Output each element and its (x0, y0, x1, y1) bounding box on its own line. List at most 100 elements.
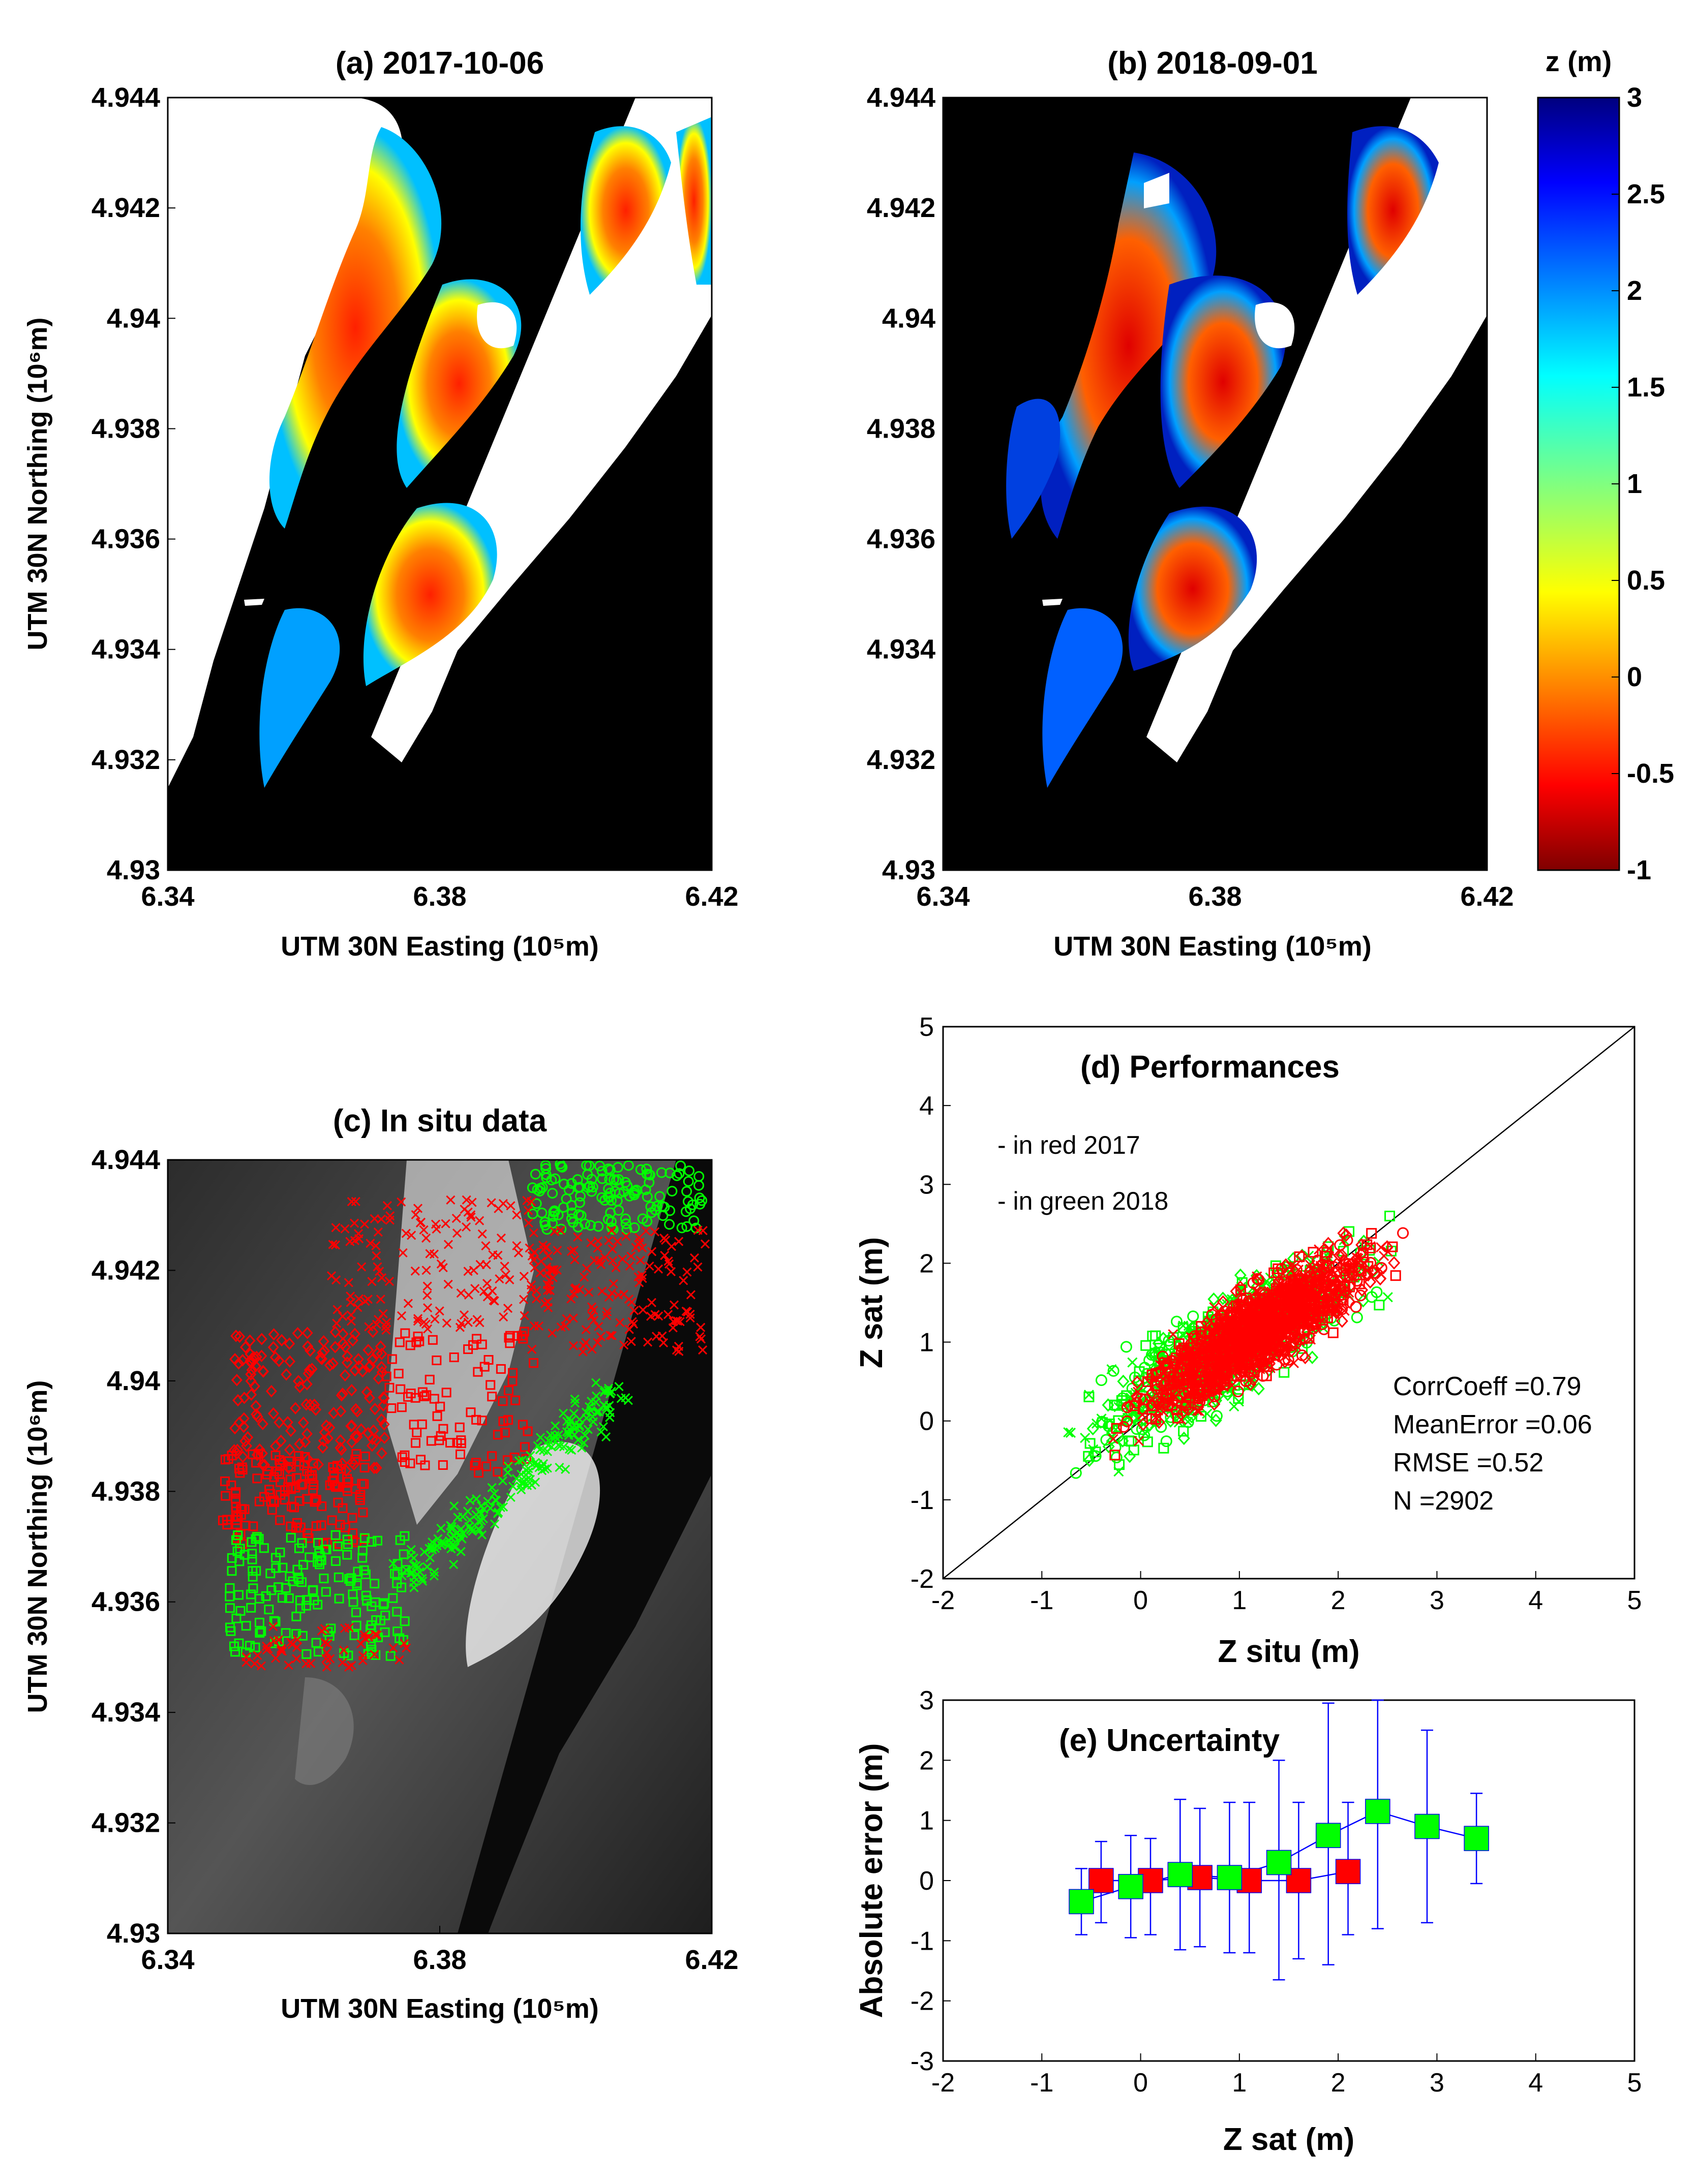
scatter-point-2017 (1329, 1280, 1341, 1291)
insitu-marker-cross (669, 1300, 679, 1310)
insitu-marker-square (225, 1583, 235, 1593)
scatter-point-2017 (1247, 1309, 1259, 1321)
panel-e-ytick-label: 3 (919, 1686, 934, 1715)
insitu-marker-cross (284, 1660, 293, 1670)
scatter-point-2018 (1270, 1260, 1281, 1271)
mean-marker-2018 (1365, 1799, 1390, 1824)
scatter-point-2017 (1330, 1303, 1341, 1313)
insitu-marker-cross (549, 1265, 559, 1275)
insitu-marker-cross (423, 1324, 433, 1334)
panel-a-ylabel: UTM 30N Northing (10⁶m) (22, 318, 53, 651)
insitu-marker-cross (579, 1438, 589, 1448)
insitu-marker-circle (642, 1191, 653, 1203)
scatter-point-2017 (1262, 1296, 1275, 1310)
insitu-marker-square (233, 1590, 244, 1600)
insitu-marker-cross (487, 1483, 497, 1492)
insitu-marker-circle (641, 1163, 652, 1175)
insitu-marker-square (248, 1566, 258, 1576)
scatter-point-2018 (1382, 1292, 1393, 1303)
insitu-marker-cross (477, 1530, 487, 1540)
panel-d-ytick-label: -1 (911, 1486, 934, 1515)
insitu-marker-cross (581, 1338, 591, 1347)
insitu-marker-cross (527, 1480, 536, 1490)
scatter-point-2017 (1261, 1370, 1272, 1381)
insitu-marker-cross (608, 1256, 618, 1266)
insitu-marker-square (477, 1339, 487, 1349)
scatter-point-2017 (1129, 1400, 1140, 1411)
insitu-marker-square (296, 1480, 306, 1490)
scatter-point-2017 (1217, 1340, 1227, 1351)
insitu-marker-diamond (233, 1357, 245, 1370)
insitu-marker-cross (500, 1262, 509, 1271)
insitu-marker-cross (447, 1524, 457, 1534)
insitu-marker-cross (373, 1227, 383, 1237)
scatter-point-2017 (1288, 1324, 1299, 1335)
scatter-point-2017 (1275, 1322, 1288, 1336)
insitu-marker-diamond (275, 1434, 287, 1448)
scatter-point-2017 (1256, 1359, 1268, 1371)
insitu-marker-square (247, 1554, 257, 1564)
panel-b-xtick-label: 6.38 (1188, 881, 1241, 912)
insitu-marker-cross (463, 1267, 473, 1276)
panel-a-xtick-label: 6.38 (413, 881, 466, 912)
insitu-marker-cross (638, 1274, 647, 1283)
insitu-marker-circle (651, 1201, 662, 1212)
insitu-marker-square (386, 1403, 397, 1413)
insitu-marker-square (428, 1335, 438, 1345)
scatter-point-2018 (1233, 1393, 1244, 1404)
insitu-marker-diamond (232, 1394, 244, 1407)
insitu-marker-square (269, 1472, 279, 1482)
insitu-marker-square (308, 1485, 318, 1495)
insitu-marker-cross (422, 1290, 432, 1300)
insitu-marker-cross (517, 1485, 526, 1495)
insitu-marker-cross (414, 1562, 423, 1572)
insitu-marker-cross (462, 1222, 471, 1232)
insitu-marker-square (329, 1472, 339, 1482)
scatter-point-2018 (1209, 1413, 1222, 1427)
panel-e-ytick-label: 2 (919, 1746, 934, 1775)
insitu-marker-circle (681, 1221, 692, 1232)
insitu-marker-cross (474, 1524, 483, 1534)
insitu-marker-square (521, 1454, 531, 1464)
insitu-marker-cross (570, 1398, 580, 1408)
insitu-marker-square (259, 1492, 269, 1502)
insitu-marker-cross (349, 1218, 359, 1228)
scatter-point-2017 (1203, 1375, 1216, 1389)
insitu-marker-square (292, 1564, 302, 1575)
insitu-marker-cross (357, 1262, 367, 1272)
insitu-marker-circle (620, 1177, 631, 1188)
scatter-point-2018 (1083, 1391, 1095, 1402)
insitu-marker-square (518, 1420, 528, 1430)
insitu-marker-cross (475, 1259, 485, 1269)
scatter-point-2017 (1297, 1332, 1310, 1345)
insitu-marker-square (274, 1582, 284, 1592)
insitu-marker-cross (696, 1322, 706, 1332)
insitu-marker-cross (328, 1240, 338, 1249)
insitu-marker-cross (459, 1310, 469, 1320)
insitu-marker-square (335, 1520, 345, 1530)
scatter-point-2017 (1322, 1312, 1333, 1324)
insitu-marker-cross (637, 1270, 647, 1280)
scatter-point-2018 (1104, 1419, 1116, 1432)
insitu-marker-diamond (337, 1388, 348, 1400)
scatter-point-2017 (1285, 1344, 1298, 1358)
insitu-marker-circle (594, 1160, 605, 1172)
insitu-marker-cross (511, 1474, 522, 1484)
insitu-marker-cross (456, 1547, 466, 1556)
insitu-marker-cross (627, 1317, 637, 1327)
panel-c-xtick-label: 6.42 (685, 1945, 738, 1975)
panel-c-title: (c) In situ data (333, 1103, 547, 1139)
insitu-marker-circle (527, 1182, 538, 1193)
insitu-marker-square (308, 1585, 318, 1595)
scatter-point-2017 (1227, 1320, 1239, 1332)
scatter-point-2017 (1189, 1359, 1201, 1371)
insitu-marker-square (262, 1469, 272, 1480)
panel-a-xtick-label: 6.34 (141, 881, 194, 912)
insitu-marker-cross (382, 1201, 392, 1211)
insitu-marker-cross (544, 1280, 554, 1290)
scatter-point-2017 (1170, 1385, 1181, 1396)
insitu-marker-cross (524, 1218, 533, 1228)
scatter-point-2018 (1384, 1211, 1396, 1222)
insitu-marker-square (435, 1401, 445, 1411)
